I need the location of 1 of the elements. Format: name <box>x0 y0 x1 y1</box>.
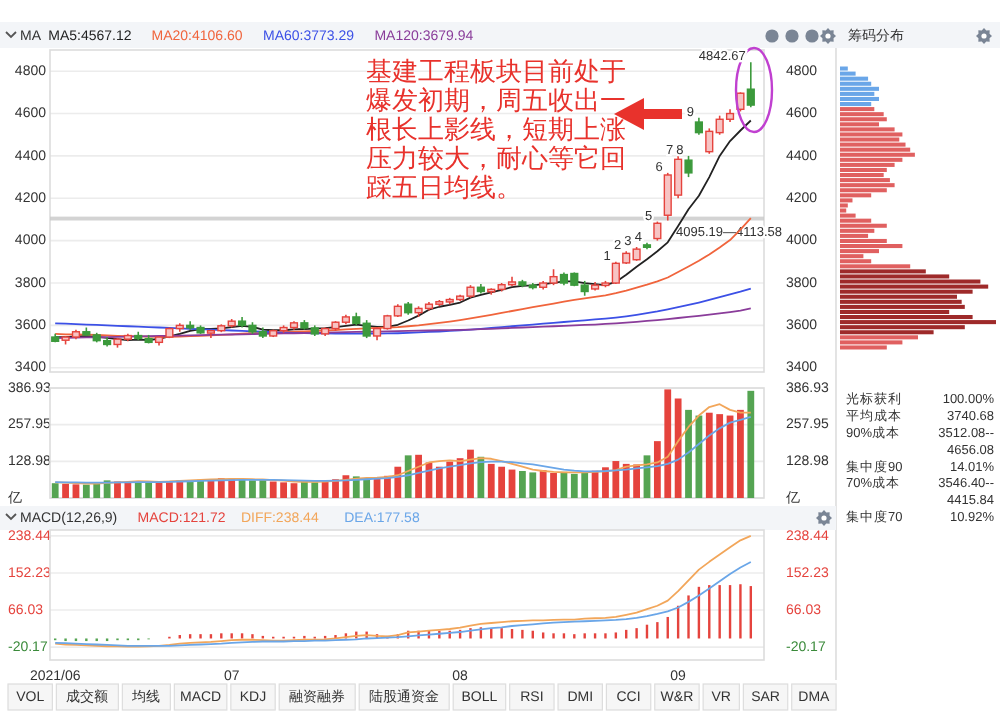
annotation: 基建工程板块目前处于爆发初期，周五收出一根长上影线，短期上涨压力较大，耐心等它回踩五日均线。 <box>366 56 626 202</box>
